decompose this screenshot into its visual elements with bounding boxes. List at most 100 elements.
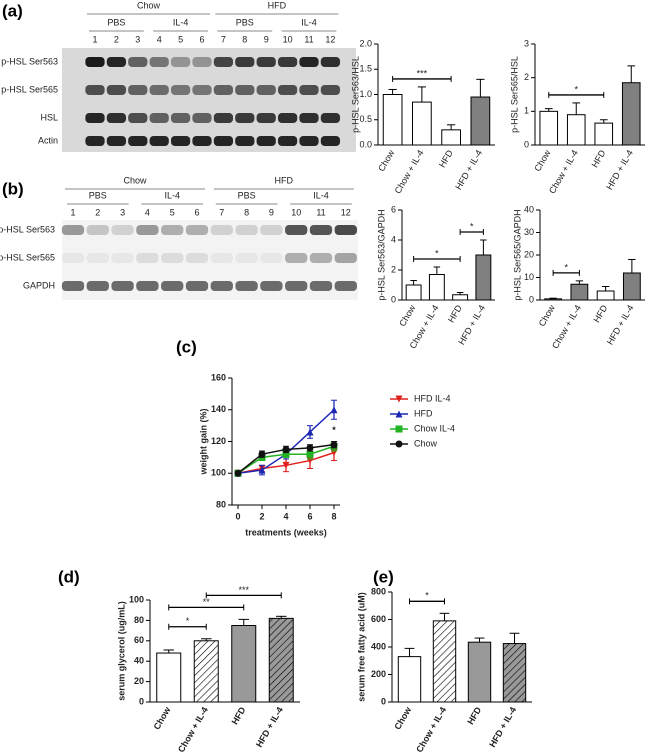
y-tick-label: 800 [371, 586, 386, 596]
blot-band [210, 225, 233, 235]
error-bar [572, 102, 581, 115]
lane-number: 1 [92, 34, 97, 44]
blot-band [285, 225, 308, 235]
blot-band [192, 85, 212, 95]
blot-band [161, 225, 184, 235]
y-tick-label: 2.0 [359, 38, 372, 48]
blot-band [213, 113, 234, 123]
blot-band [256, 136, 276, 146]
marker [282, 450, 290, 458]
row-label: Actin [38, 135, 58, 145]
blot-band [256, 113, 276, 123]
y-tick-label: 6 [391, 204, 396, 214]
group-label: Chow [137, 0, 161, 10]
x-tick-label: Chow [397, 303, 417, 328]
y-tick-label: 1.0 [359, 89, 372, 99]
error-bar [474, 637, 485, 643]
y-tick-label: 100 [211, 468, 226, 478]
blot-band [260, 225, 283, 235]
x-tick-label: HFD [230, 705, 248, 726]
blot-band [86, 281, 109, 291]
bar [544, 298, 563, 301]
x-tick-label: 6 [307, 511, 312, 521]
significance-label: * [425, 591, 429, 601]
x-tick-label: HFD + IL-4 [487, 705, 518, 749]
y-tick-label: 40 [134, 656, 144, 666]
x-tick-label: HFD [446, 303, 464, 324]
marker [395, 410, 403, 418]
blot-band [136, 281, 159, 291]
marker [395, 395, 403, 403]
blot-band [210, 253, 233, 263]
blot-band [111, 253, 134, 263]
x-tick-label: HFD + IL-4 [254, 705, 285, 749]
blot-band [136, 253, 159, 263]
y-tick-label: 60 [134, 635, 144, 645]
blot-band [309, 281, 333, 291]
error-bar [404, 647, 415, 657]
x-tick-label: HFD [590, 148, 608, 169]
blot-band [85, 57, 105, 67]
y-tick-label: 0 [139, 696, 144, 706]
blot-band [235, 85, 255, 95]
legend-label: HFD [414, 408, 433, 418]
bar [539, 110, 559, 146]
bar [268, 617, 294, 703]
blot-band [185, 253, 209, 263]
bar [570, 283, 589, 301]
error-bar [388, 88, 397, 95]
lane-number: 7 [219, 207, 224, 217]
lane-number: 9 [264, 34, 269, 44]
blot-band [185, 281, 209, 291]
lane-number: 8 [244, 207, 249, 217]
blot-band [170, 136, 191, 146]
bar [621, 82, 641, 146]
blot-band [170, 57, 191, 67]
row-label: p-HSL Ser565 [0, 252, 55, 262]
y-tick-label: 3 [524, 38, 529, 48]
significance-label: * [470, 221, 474, 231]
marker [395, 440, 403, 448]
blot-band [334, 225, 357, 235]
lane-number: 5 [170, 207, 175, 217]
lane-number: 9 [269, 207, 274, 217]
blot-band [192, 113, 212, 123]
error-bar [201, 638, 212, 641]
y-axis-label: serum free fatty acid (uM) [356, 592, 366, 702]
blot-band [299, 57, 319, 67]
bar [231, 625, 257, 703]
treatment-label: IL-4 [173, 17, 189, 27]
y-axis-label: serum glycerol (ug/mL) [116, 601, 126, 701]
blot-image [62, 220, 358, 300]
bar [467, 641, 492, 703]
blot-band [85, 136, 105, 146]
blot-band [277, 136, 298, 146]
blot-band [185, 225, 209, 235]
blot-band [299, 113, 319, 123]
blot-band [334, 281, 357, 291]
marker [395, 425, 403, 433]
treatment-label: IL-4 [164, 190, 180, 200]
lane-number: 4 [145, 207, 150, 217]
blot-band [277, 113, 298, 123]
lane-number: 7 [221, 34, 226, 44]
blot-band [61, 225, 85, 235]
error-bar [238, 618, 249, 626]
treatment-label: IL-4 [313, 190, 329, 200]
marker [282, 445, 290, 453]
bar [397, 656, 422, 703]
blot-band [235, 57, 255, 67]
blot-band [128, 57, 148, 67]
group-label: Chow [123, 175, 147, 185]
blot-band [260, 281, 283, 291]
treatment-label: PBS [236, 17, 254, 27]
blot-band [192, 136, 212, 146]
y-tick-label: 80 [216, 499, 226, 509]
marker [306, 428, 314, 436]
x-tick-label: Chow + IL-4 [176, 705, 210, 754]
treatment-label: PBS [89, 190, 107, 200]
blot-band [85, 113, 105, 123]
bar [432, 620, 457, 703]
lane-number: 2 [114, 34, 119, 44]
treatment-label: PBS [107, 17, 125, 27]
